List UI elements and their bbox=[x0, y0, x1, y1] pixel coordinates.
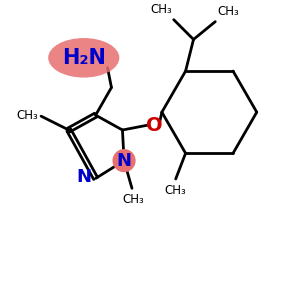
Text: CH₃: CH₃ bbox=[16, 109, 38, 122]
Text: CH₃: CH₃ bbox=[217, 5, 239, 18]
Text: CH₃: CH₃ bbox=[165, 184, 187, 197]
Text: CH₃: CH₃ bbox=[122, 193, 144, 206]
Text: O: O bbox=[146, 116, 162, 135]
Text: CH₃: CH₃ bbox=[150, 3, 172, 16]
Text: N: N bbox=[76, 168, 91, 186]
Text: H₂N: H₂N bbox=[62, 48, 106, 68]
Circle shape bbox=[113, 150, 135, 172]
Ellipse shape bbox=[48, 38, 119, 78]
Text: N: N bbox=[117, 152, 132, 169]
